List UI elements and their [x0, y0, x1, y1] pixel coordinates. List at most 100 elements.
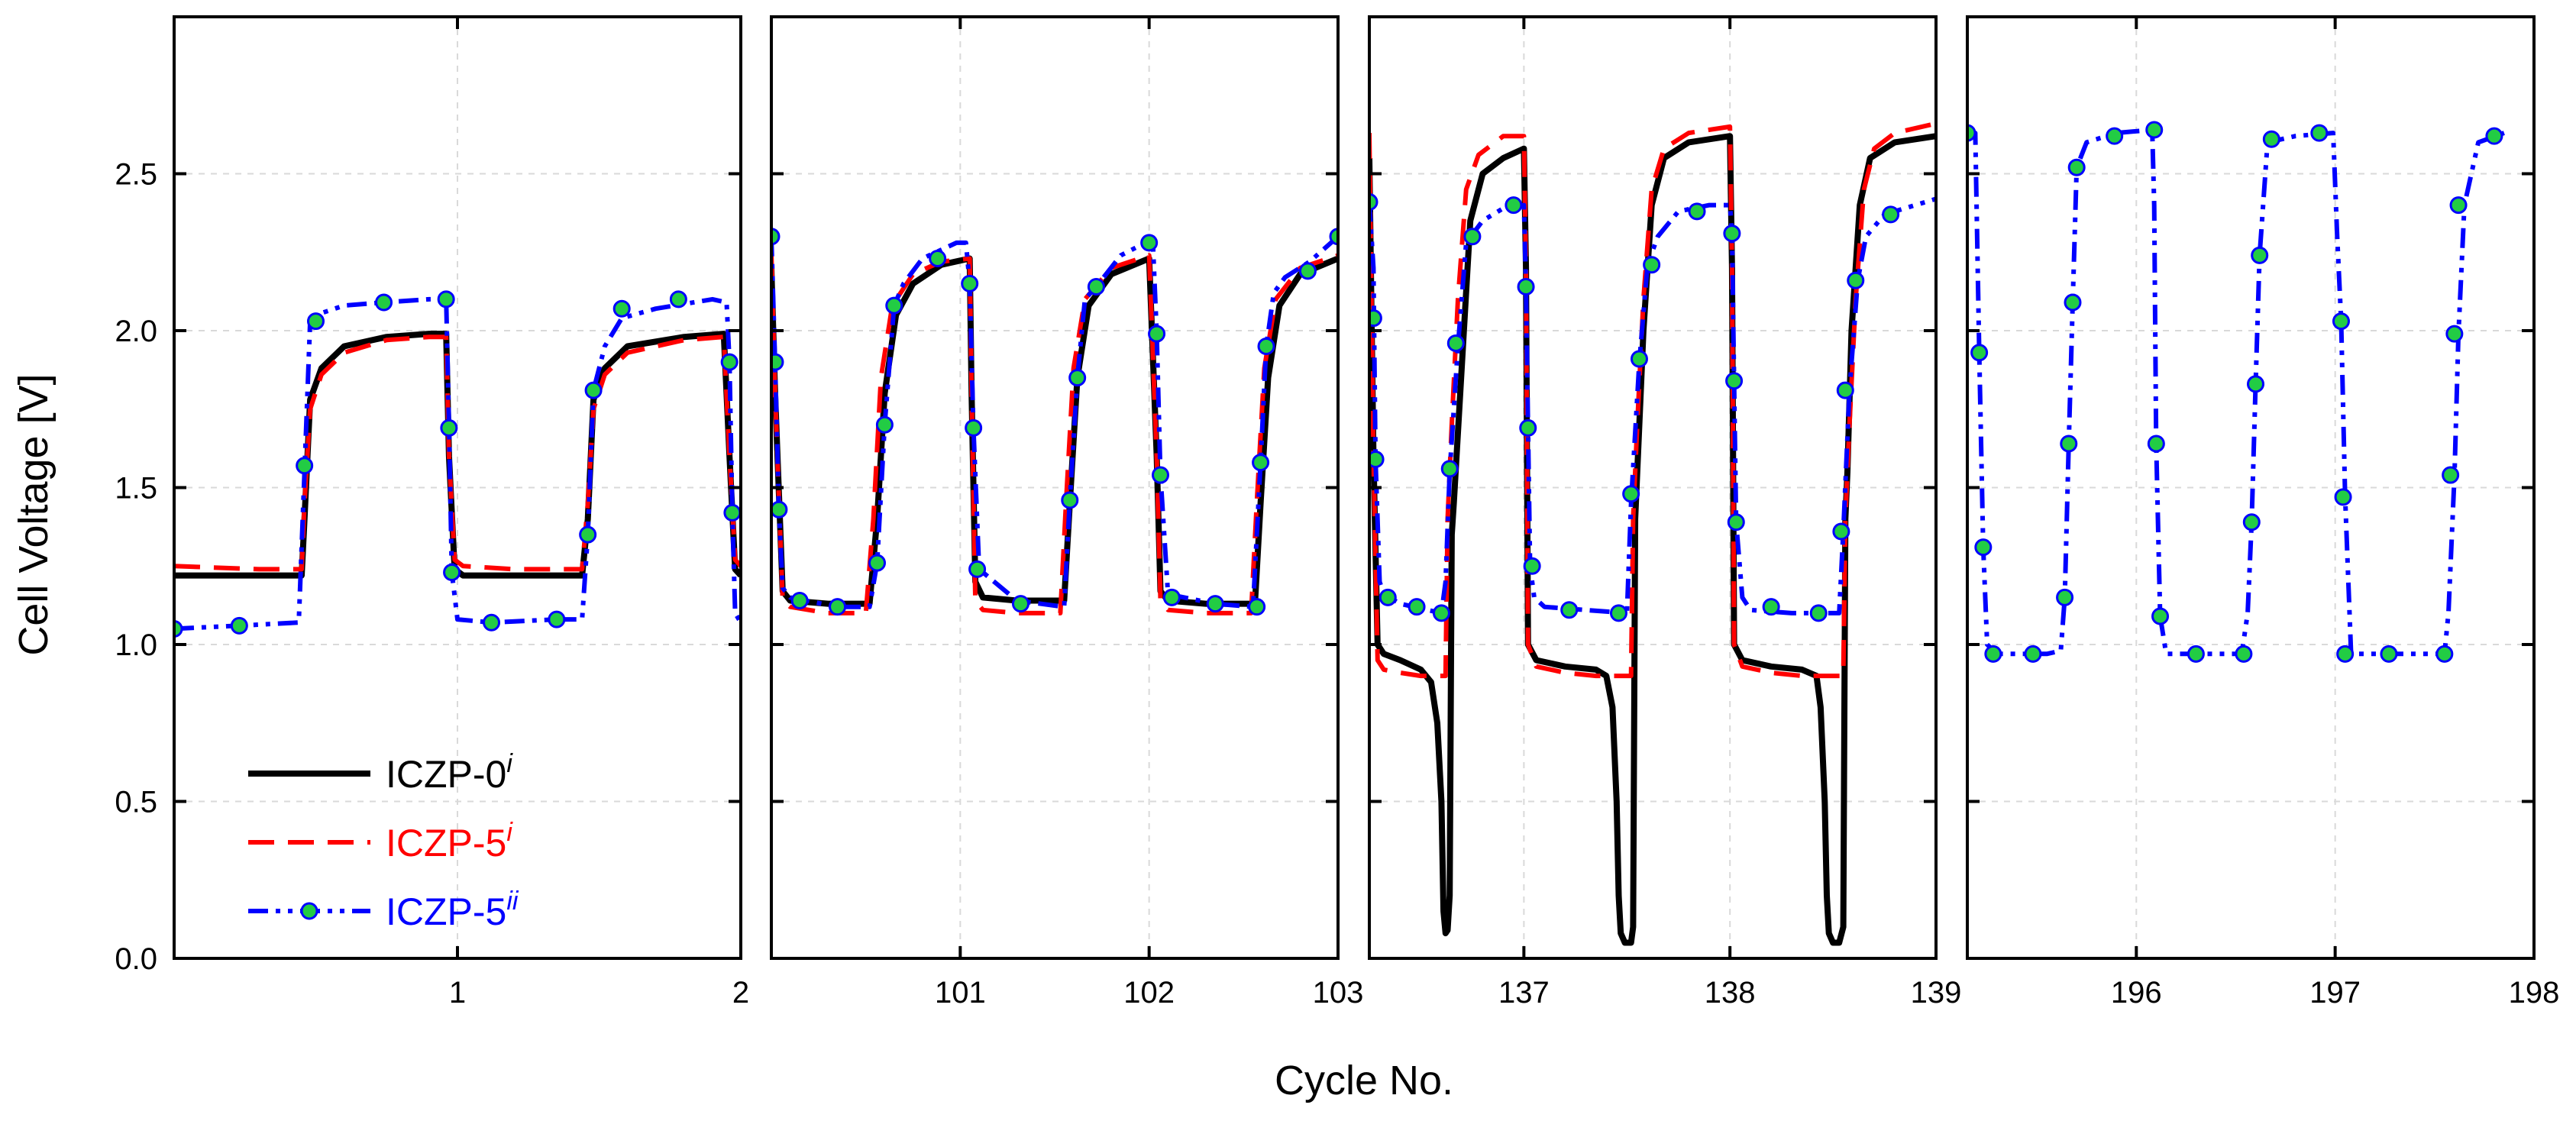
series-marker-ICZP-5ii [307, 312, 325, 331]
series-marker-ICZP-5ii [1517, 277, 1535, 296]
series-marker-ICZP-5ii [2145, 121, 2164, 139]
series-marker-ICZP-5ii [443, 563, 461, 581]
series-layer [174, 121, 2505, 946]
series-line-ICZP-5ii [1369, 196, 1936, 615]
x-tick-label: 1 [449, 976, 466, 1010]
x-tick-label: 103 [1313, 976, 1364, 1010]
legend-label: ICZP-0i [386, 749, 513, 796]
series-marker-ICZP-5ii [771, 228, 781, 246]
series-marker-ICZP-5ii [1140, 234, 1159, 252]
y-axis-title: Cell Voltage [V] [11, 373, 57, 655]
series-marker-ICZP-5ii [2024, 645, 2042, 663]
x-tick-label: 2 [732, 976, 749, 1010]
y-tick-label: 0.5 [115, 786, 157, 819]
series-marker-ICZP-5ii [230, 616, 248, 635]
y-tick-label: 2.0 [115, 315, 157, 348]
series-marker-ICZP-5ii [1560, 601, 1579, 619]
series-marker-ICZP-5ii [375, 293, 393, 312]
series-marker-ICZP-5ii [2251, 246, 2269, 264]
series-line-ICZP-0i [1369, 133, 1936, 946]
series-marker-ICZP-5ii [2106, 127, 2124, 145]
series-marker-ICZP-5ii [2262, 130, 2280, 148]
y-tick-label: 2.5 [115, 158, 157, 192]
series-marker-ICZP-5ii [2336, 645, 2355, 663]
series-marker-ICZP-5ii [1688, 202, 1706, 221]
series-marker-ICZP-5ii [579, 525, 597, 544]
series-marker-ICZP-5ii [2380, 645, 2398, 663]
series-marker-ICZP-5ii [1252, 454, 1270, 472]
tick-layer: 0.0 0.5 1.0 1.5 2.0 2.5 1 2 101 102 103 137 138 139 19… [115, 17, 2559, 1010]
series-marker-ICZP-5ii [1148, 325, 1166, 343]
series-marker-ICZP-5ii [2187, 645, 2205, 663]
series-marker-ICZP-5ii [1832, 522, 1850, 541]
series-marker-ICZP-5ii [1369, 451, 1385, 469]
series-marker-ICZP-5ii [1519, 418, 1537, 437]
x-tick-label: 139 [1911, 976, 1962, 1010]
series-marker-ICZP-5ii [1248, 598, 1266, 616]
series-marker-ICZP-5ii [1727, 513, 1745, 531]
series-marker-ICZP-5ii [174, 619, 183, 638]
series-marker-ICZP-5ii [2056, 588, 2074, 606]
series-marker-ICZP-5ii [868, 554, 887, 572]
series-marker-ICZP-5ii [2310, 124, 2329, 142]
panel-4-series [1967, 121, 2505, 663]
series-marker-ICZP-5ii [437, 290, 455, 309]
series-marker-ICZP-5ii [2235, 645, 2253, 663]
y-tick-label: 1.5 [115, 472, 157, 506]
y-tick-label: 1.0 [115, 628, 157, 662]
series-line-ICZP-5i [174, 334, 741, 572]
series-marker-ICZP-5ii [1630, 350, 1648, 368]
legend-superscript: i [506, 749, 513, 778]
series-marker-ICZP-5ii [1622, 485, 1640, 503]
series-marker-ICZP-5ii [1068, 369, 1087, 387]
series-marker-ICZP-5ii [1762, 598, 1780, 616]
series-line-ICZP-0i [174, 331, 741, 579]
series-marker-ICZP-5ii [2067, 158, 2086, 176]
series-line-ICZP-5ii [771, 234, 1338, 609]
series-marker-ICZP-5ii [440, 418, 458, 437]
legend-superscript: ii [506, 887, 519, 916]
legend-superscript: i [506, 818, 513, 847]
series-marker-ICZP-5ii [1836, 381, 1854, 399]
x-tick-label: 138 [1705, 976, 1756, 1010]
x-tick-label: 137 [1498, 976, 1550, 1010]
series-marker-ICZP-5ii [1974, 538, 1993, 557]
series-marker-ICZP-5ii [1369, 309, 1382, 328]
series-marker-ICZP-5ii [483, 613, 501, 632]
series-marker-ICZP-5ii [669, 290, 687, 309]
series-marker-ICZP-5ii [1408, 598, 1426, 616]
series-marker-ICZP-5ii [961, 274, 979, 292]
panel-1-series [174, 290, 741, 638]
x-tick-label: 102 [1123, 976, 1175, 1010]
x-tick-label: 196 [2111, 976, 2162, 1010]
series-marker-ICZP-5ii [2332, 312, 2350, 331]
x-tick-label: 198 [2509, 976, 2560, 1010]
series-marker-ICZP-5ii [790, 591, 809, 609]
series-marker-ICZP-5ii [875, 415, 894, 434]
series-marker-ICZP-5ii [1298, 262, 1317, 280]
series-marker-ICZP-5ii [1011, 595, 1029, 613]
series-marker-ICZP-5ii [2147, 435, 2165, 453]
series-marker-ICZP-5ii [2060, 435, 2078, 453]
series-marker-ICZP-5ii [1206, 595, 1224, 613]
x-tick-label: 197 [2309, 976, 2361, 1010]
series-marker-ICZP-5ii [829, 598, 847, 616]
series-marker-ICZP-5ii [1723, 225, 1741, 243]
series-marker-ICZP-5ii [296, 457, 314, 475]
series-marker-ICZP-5ii [1463, 228, 1482, 246]
series-marker-ICZP-5ii [1847, 271, 1865, 289]
series-marker-ICZP-5ii [2151, 607, 2170, 625]
series-line-ICZP-5i [771, 252, 1338, 615]
series-marker-ICZP-5ii [1378, 588, 1397, 606]
series-marker-ICZP-5ii [1809, 604, 1828, 622]
series-marker-ICZP-5ii [2242, 513, 2261, 531]
series-marker-ICZP-5ii [1087, 277, 1105, 296]
series-marker-ICZP-5ii [723, 503, 741, 522]
series-marker-ICZP-5ii [1984, 645, 2002, 663]
x-axis-title: Cycle No. [1275, 1058, 1453, 1103]
series-marker-ICZP-5ii [771, 500, 788, 519]
series-marker-ICZP-5ii [1329, 228, 1338, 246]
series-marker-ICZP-5ii [1152, 466, 1170, 484]
series-marker-ICZP-5ii [1725, 372, 1744, 390]
